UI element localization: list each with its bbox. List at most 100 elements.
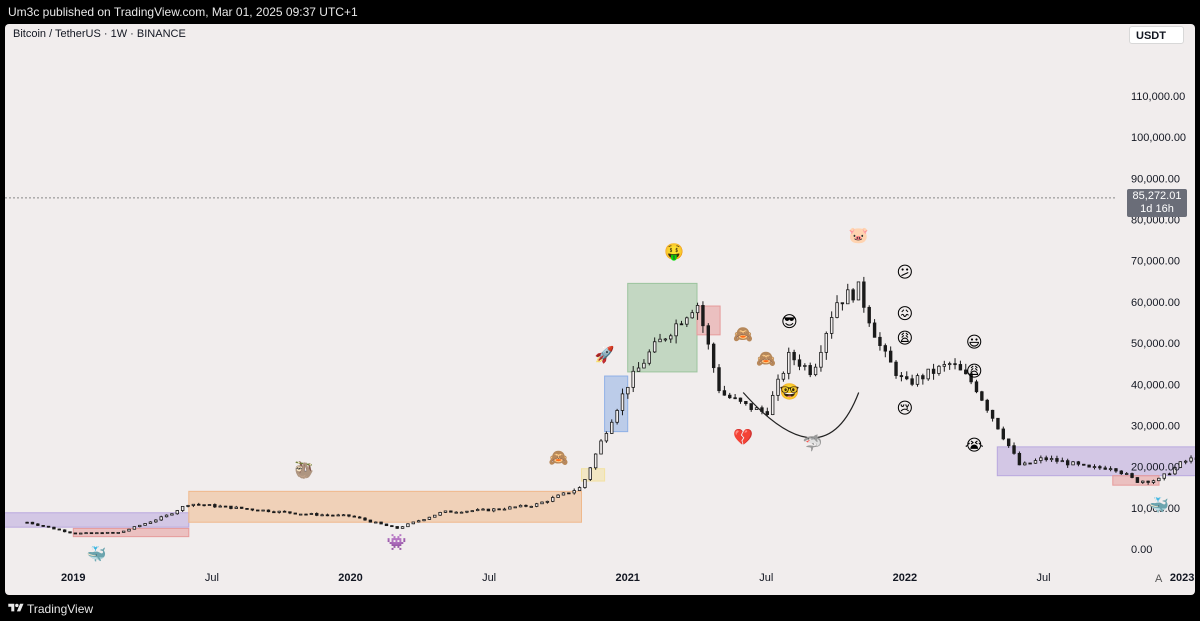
candle-body (315, 513, 319, 516)
candle-body (1082, 463, 1086, 466)
candle-body (1033, 460, 1038, 464)
candle-body (116, 531, 120, 534)
candle-body (985, 399, 989, 411)
candle-body (669, 335, 673, 340)
candle-body (883, 345, 888, 352)
candle-body (331, 514, 335, 517)
candle-body (776, 378, 780, 396)
annotation-icons: 🐳🦥👾🙈🚀🤑🙈🙈💔😎🤓🦈🐷😕😖😩😢😃😩😭🐳🦥🙈🚀🤑🙈🙈💔🦈🐷 (86, 226, 1169, 564)
candle-body (980, 391, 984, 401)
candle-body (282, 510, 287, 513)
cup-curves (742, 392, 860, 439)
candle-body (846, 289, 850, 305)
candle-body (1114, 468, 1118, 472)
candle-body (1049, 458, 1054, 461)
candle-body (1135, 477, 1140, 483)
candle-body (41, 525, 45, 527)
candle-body (164, 514, 169, 518)
x-tick-label: Jul (1036, 572, 1050, 584)
candle-body (62, 529, 67, 533)
candle-body (449, 510, 453, 513)
price-chart[interactable]: 0.00 10,000.00 20,000.00 30,000.00 40,000.00… (5, 24, 1195, 595)
candle-body (1098, 466, 1102, 469)
candle-body (577, 487, 582, 491)
candle-body (1006, 438, 1011, 447)
candle-body (309, 513, 314, 515)
candle-body (143, 523, 147, 526)
candle-body (357, 516, 362, 519)
candle-body (1087, 464, 1091, 468)
candle-body (717, 367, 721, 392)
candle-body (1178, 461, 1183, 468)
y-tick-label: 70,000.00 (1131, 256, 1180, 268)
monkey-icon: 🙈 (733, 324, 753, 343)
candle-body (862, 281, 866, 308)
cool-face-icon: 😎 (781, 312, 798, 331)
published-by-header: Um3c published on TradingView.com, Mar 0… (8, 5, 358, 19)
candle-body (438, 512, 442, 516)
candle-body (872, 322, 877, 338)
y-tick-label: 90,000.00 (1131, 173, 1180, 185)
candle-body (534, 503, 539, 507)
candle-body (990, 409, 995, 419)
candle-body (1157, 477, 1161, 482)
candle-body (277, 510, 281, 513)
candle-body (416, 520, 421, 523)
range-box-orange (188, 490, 583, 523)
candle-body (604, 433, 609, 442)
nerd-face-icon: 🤓 (779, 382, 799, 401)
candle-body (1173, 467, 1177, 475)
candle-body (620, 393, 625, 411)
candle-body (379, 521, 383, 525)
candle-body (942, 364, 947, 367)
candle-body (921, 375, 925, 380)
confounded-face-icon: 😖 (897, 304, 914, 323)
y-tick-label: 110,000.00 (1131, 91, 1185, 103)
candle-body (631, 370, 635, 388)
candle-body (744, 401, 748, 404)
candle-body (508, 506, 512, 510)
candle-body (454, 511, 458, 514)
range-box-purple (996, 446, 1195, 477)
y-tick-label: 40,000.00 (1131, 379, 1180, 391)
candle-body (1028, 462, 1032, 465)
candle-body (261, 509, 265, 512)
candle-body (679, 323, 684, 326)
candle-body (475, 509, 480, 512)
candle-body (132, 526, 137, 530)
cup-curve (742, 392, 860, 439)
rocket-icon: 🚀 (595, 345, 615, 364)
candle-body (947, 363, 952, 366)
x-axis: 2019Jul2020Jul2021Jul2022Jul2023Jul2024J… (61, 572, 1194, 584)
candle-body (647, 351, 651, 364)
candle-body (127, 528, 131, 532)
tradingview-logo-icon[interactable] (8, 602, 24, 614)
candle-body (1001, 428, 1006, 440)
currency-button[interactable]: USDT (1129, 26, 1184, 44)
candle-body (459, 511, 464, 514)
candle-body (1183, 460, 1188, 463)
candle-body (829, 317, 834, 334)
candle-body (695, 305, 700, 314)
chart-panel[interactable]: 0.00 10,000.00 20,000.00 30,000.00 40,000.00… (5, 24, 1195, 595)
candle-body (545, 500, 550, 503)
candle-body (797, 359, 802, 367)
candle-body (867, 306, 871, 324)
y-tick-label: 80,000.00 (1131, 215, 1180, 227)
candle-body (599, 440, 603, 455)
candle-body (722, 390, 727, 396)
y-tick-label: 100,000.00 (1131, 132, 1186, 144)
tear-face-icon: 😢 (897, 398, 914, 417)
auto-scale-label[interactable]: A (1155, 573, 1163, 585)
weary-face-icon: 😩 (897, 328, 914, 347)
candle-body (433, 514, 437, 518)
candle-body (1162, 473, 1166, 479)
candle-body (770, 394, 775, 416)
candle-body (223, 505, 228, 508)
grin-face-icon: 😃 (966, 333, 983, 352)
candle-body (492, 508, 496, 512)
footer-brand[interactable]: TradingView (27, 602, 94, 616)
candle-body (68, 531, 72, 534)
candle-body (765, 411, 770, 416)
candle-body (105, 531, 110, 534)
